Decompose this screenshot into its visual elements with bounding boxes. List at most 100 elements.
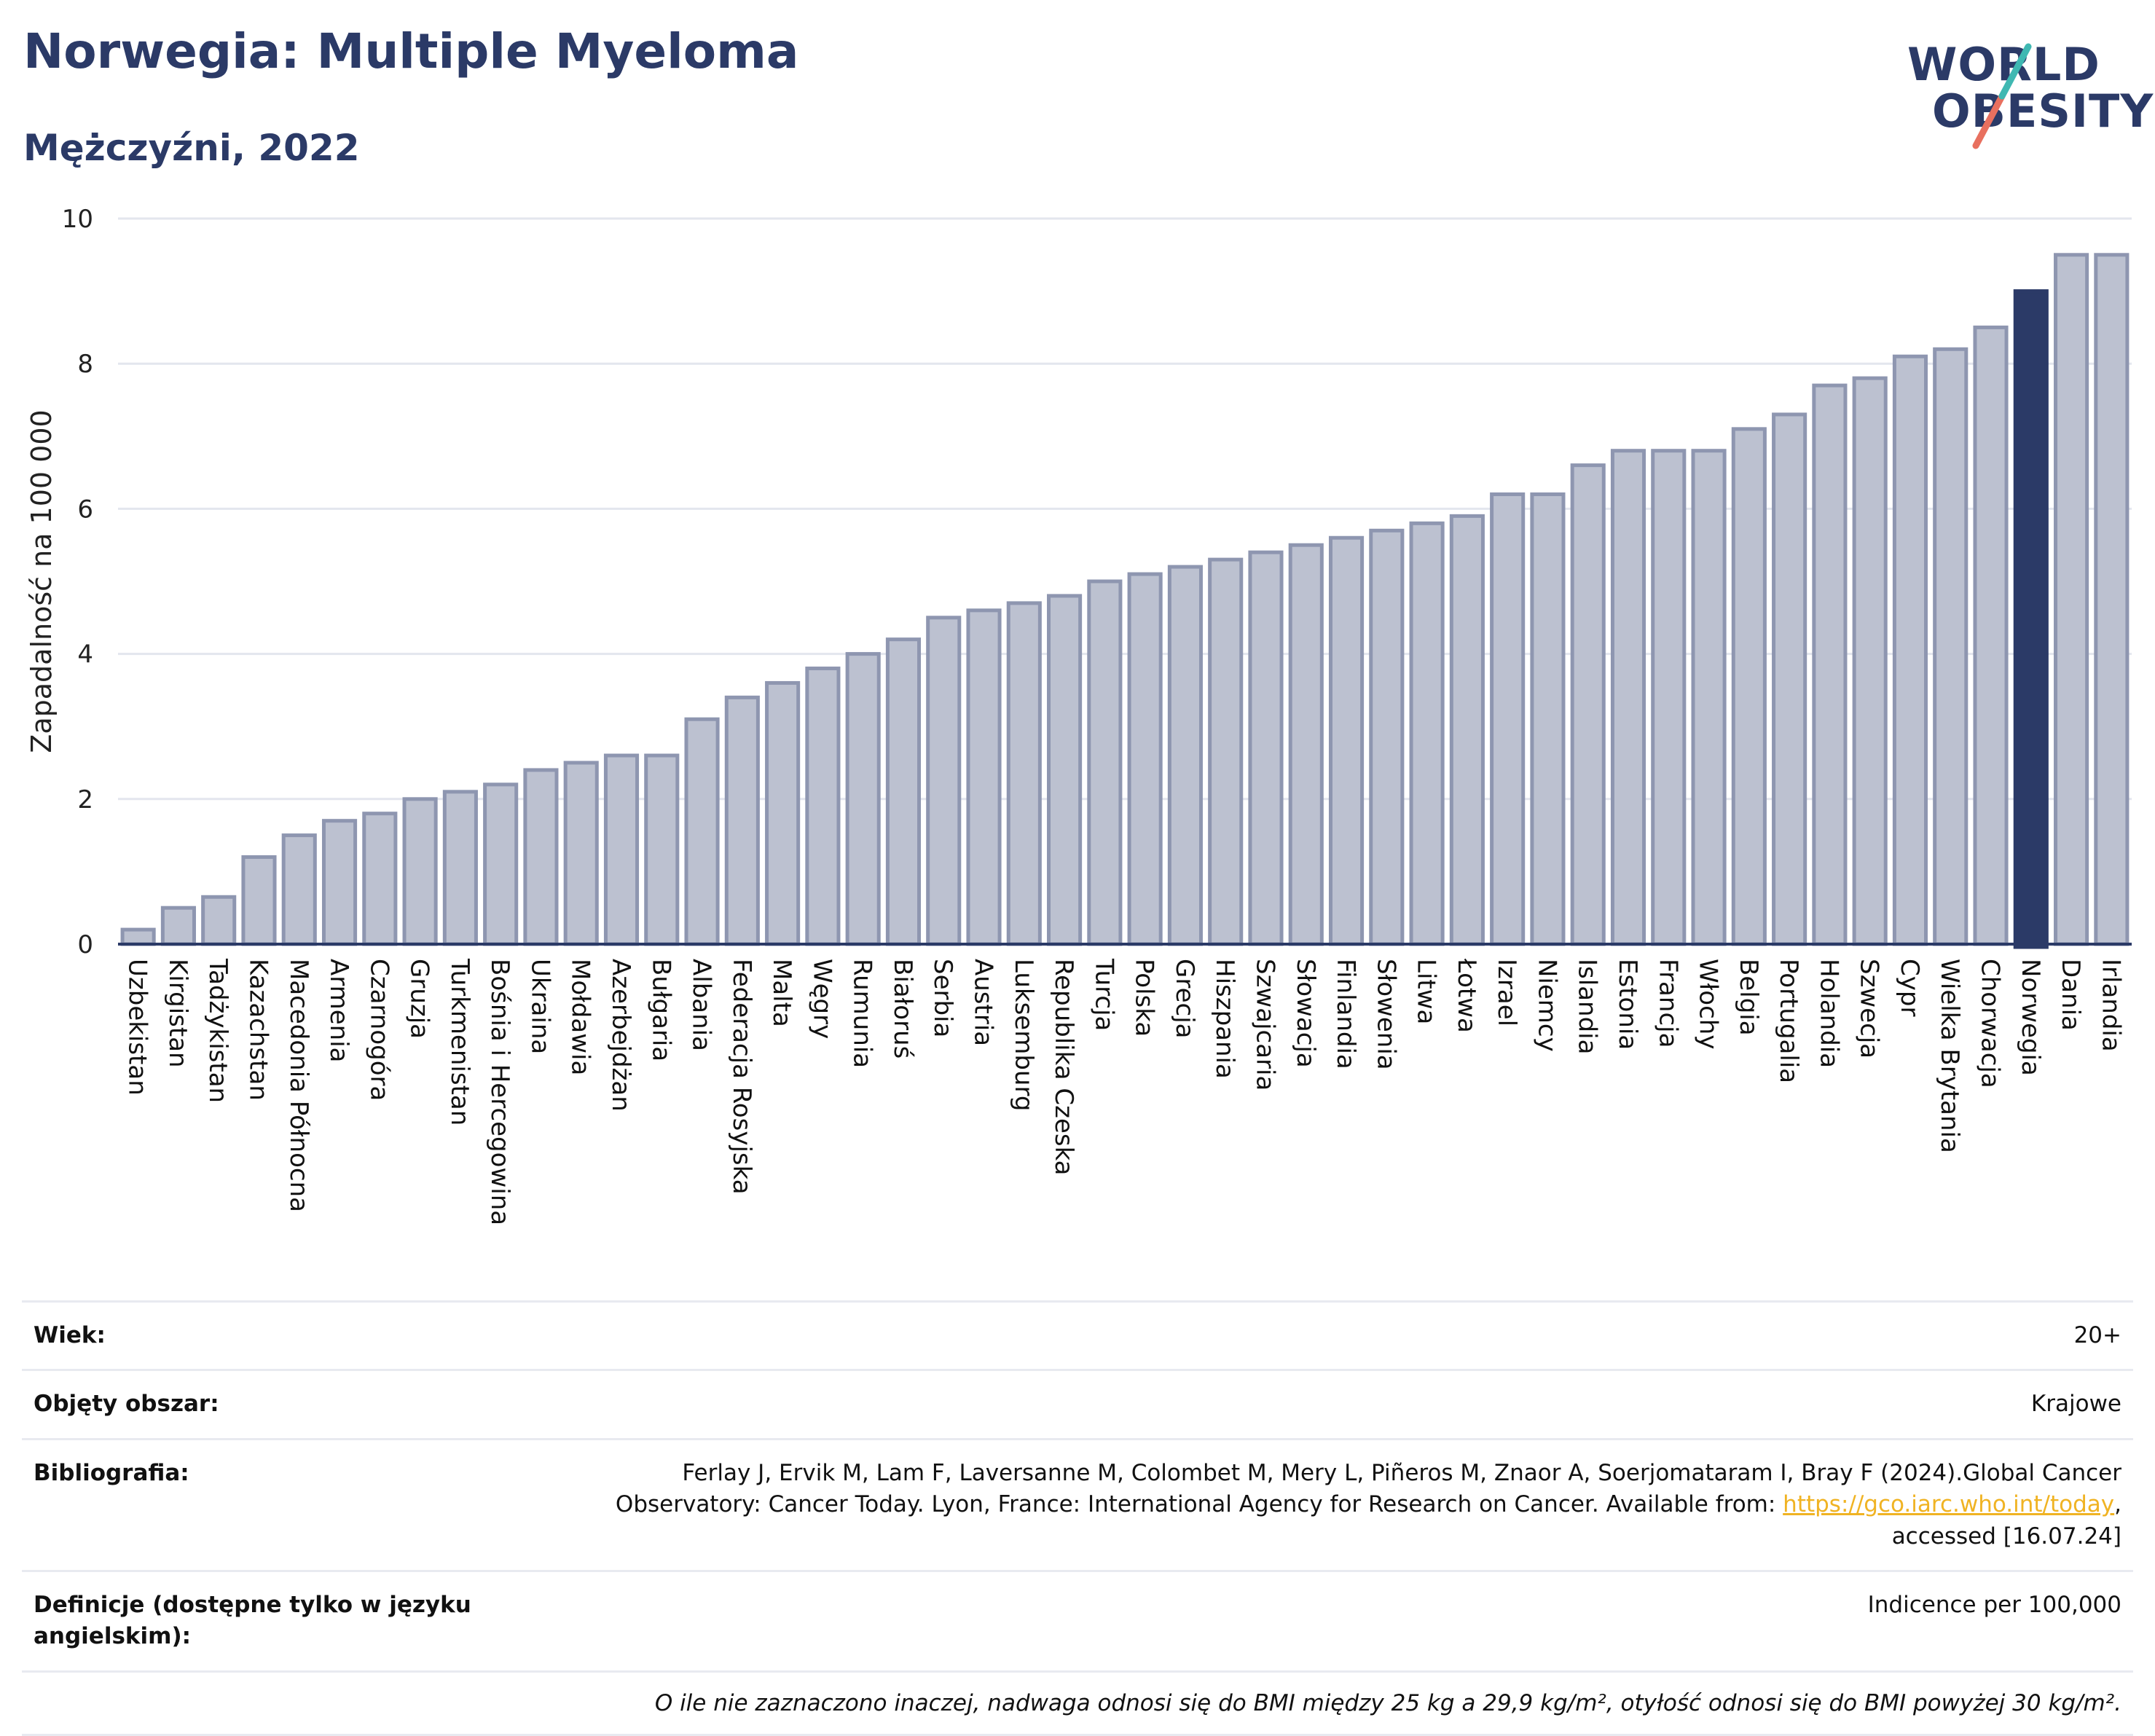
x-tick-label: Rumunia (848, 959, 877, 1068)
x-tick-label: Mołdawia (566, 959, 595, 1075)
x-tick-label: Bośnia i Hercegowina (485, 959, 514, 1225)
x-tick-label: Francja (1653, 959, 1682, 1048)
x-tick-label: Cypr (1895, 959, 1924, 1016)
bmi-note: O ile nie zaznaczono inaczej, nadwaga od… (654, 1689, 2121, 1716)
bar (1288, 543, 1324, 946)
bar (120, 927, 156, 946)
x-tick-label: Norwegia (2016, 959, 2045, 1076)
bar (1369, 528, 1405, 946)
bar (402, 797, 438, 946)
bar (845, 652, 881, 946)
bar (1691, 449, 1727, 946)
x-tick-label: Dania (2056, 959, 2085, 1031)
bar (966, 608, 1002, 946)
x-tick-label: Austria (969, 959, 998, 1046)
y-tick-label: 8 (77, 350, 93, 379)
bar (563, 761, 599, 946)
x-tick-label: Kirgistan (163, 959, 192, 1068)
bar (1127, 572, 1163, 946)
chart-subtitle: Mężczyźni, 2022 (23, 127, 360, 169)
bar (926, 616, 962, 946)
bar (442, 790, 478, 946)
x-tick-label: Albania (687, 959, 716, 1051)
bar (2054, 253, 2089, 946)
bar (321, 819, 358, 946)
x-tick-label: Serbia (928, 959, 957, 1037)
x-tick-label: Czarnogóra (364, 959, 393, 1101)
bar (684, 717, 720, 946)
bar (2094, 253, 2130, 946)
definitions-value: Indicence per 100,000 (1867, 1591, 2121, 1618)
x-tick-label: Belgia (1734, 959, 1763, 1036)
bibliography-link[interactable]: https://gco.iarc.who.int/today (1783, 1491, 2115, 1518)
x-tick-label: Szwecja (1855, 959, 1884, 1059)
bar (1006, 601, 1042, 946)
x-tick-label: Portugalia (1774, 959, 1803, 1083)
area-value: Krajowe (2030, 1391, 2121, 1418)
x-tick-label: Finlandia (1331, 959, 1360, 1069)
x-tick-label: Federacja Rosyjska (727, 959, 756, 1195)
bar (281, 833, 317, 946)
bar (1651, 449, 1687, 946)
bar (1530, 492, 1566, 946)
bibliography-accessed: , accessed [16.07.24] (1891, 1491, 2121, 1550)
logo-slash-icon (1972, 43, 2032, 149)
bar (1449, 514, 1485, 946)
bar (885, 637, 922, 946)
x-tick-label: Białoruś (888, 959, 917, 1059)
meta-row-bibliography: Bibliografia: Ferlay J, Ervik M, Lam F, … (22, 1437, 2133, 1570)
x-tick-label: Ukraina (525, 959, 554, 1054)
definitions-label: Definicje (dostępne tylko w języku angie… (34, 1591, 471, 1650)
y-tick-label: 6 (77, 495, 93, 524)
bar (1933, 347, 1968, 946)
x-tick-label: Niemcy (1532, 959, 1561, 1052)
bar (241, 855, 277, 946)
bar (1047, 594, 1083, 946)
bar (1087, 579, 1123, 946)
bar (201, 895, 237, 946)
age-label: Wiek: (34, 1322, 106, 1348)
bar (1852, 376, 1888, 946)
logo-line-1: WORLD (1907, 38, 2100, 91)
age-value: 20+ (2073, 1322, 2121, 1348)
bar (765, 680, 801, 946)
y-tick-label: 0 (77, 930, 93, 959)
world-obesity-logo: WORLD OBESITY (1894, 36, 2153, 160)
bar (160, 906, 196, 946)
x-tick-label: Hiszpania (1210, 959, 1239, 1079)
x-tick-label: Wielka Brytania (1935, 959, 1964, 1153)
x-tick-label: Chorwacja (1976, 959, 2005, 1088)
x-tick-label: Irlandia (2096, 959, 2125, 1052)
x-tick-label: Islandia (1573, 959, 1602, 1054)
meta-row-definitions: Definicje (dostępne tylko w języku angie… (22, 1569, 2133, 1670)
x-tick-label: Kazachstan (243, 959, 272, 1101)
x-tick-label: Polska (1130, 959, 1159, 1037)
x-tick-label: Węgry (807, 959, 836, 1039)
bibliography-text: Ferlay J, Ervik M, Lam F, Laversanne M, … (615, 1459, 2121, 1518)
bar (603, 753, 640, 946)
bar (1167, 565, 1203, 946)
bar (483, 782, 519, 946)
area-label: Objęty obszar: (34, 1391, 219, 1418)
chart-title: Norwegia: Multiple Myeloma (23, 23, 799, 79)
bar (1328, 535, 1365, 946)
bar (805, 667, 841, 946)
bar (1812, 383, 1848, 946)
x-tick-label: Armenia (324, 959, 353, 1063)
bar (1610, 449, 1646, 946)
x-tick-label: Holandia (1814, 959, 1843, 1068)
bibliography-label: Bibliografia: (34, 1459, 189, 1486)
x-tick-label: Słowenia (1371, 959, 1400, 1070)
x-tick-label: Gruzja (405, 959, 434, 1039)
bar (1570, 463, 1606, 946)
bar (523, 768, 559, 946)
x-tick-label: Łotwa (1452, 958, 1481, 1033)
bar (1892, 354, 1928, 946)
bar (1409, 521, 1445, 946)
y-tick-label: 4 (77, 640, 93, 669)
x-tick-label: Malta (767, 959, 796, 1027)
meta-row-area: Objęty obszar: Krajowe (22, 1369, 2133, 1437)
bar (1208, 557, 1244, 946)
bar (1973, 325, 2009, 946)
bar (724, 695, 760, 946)
